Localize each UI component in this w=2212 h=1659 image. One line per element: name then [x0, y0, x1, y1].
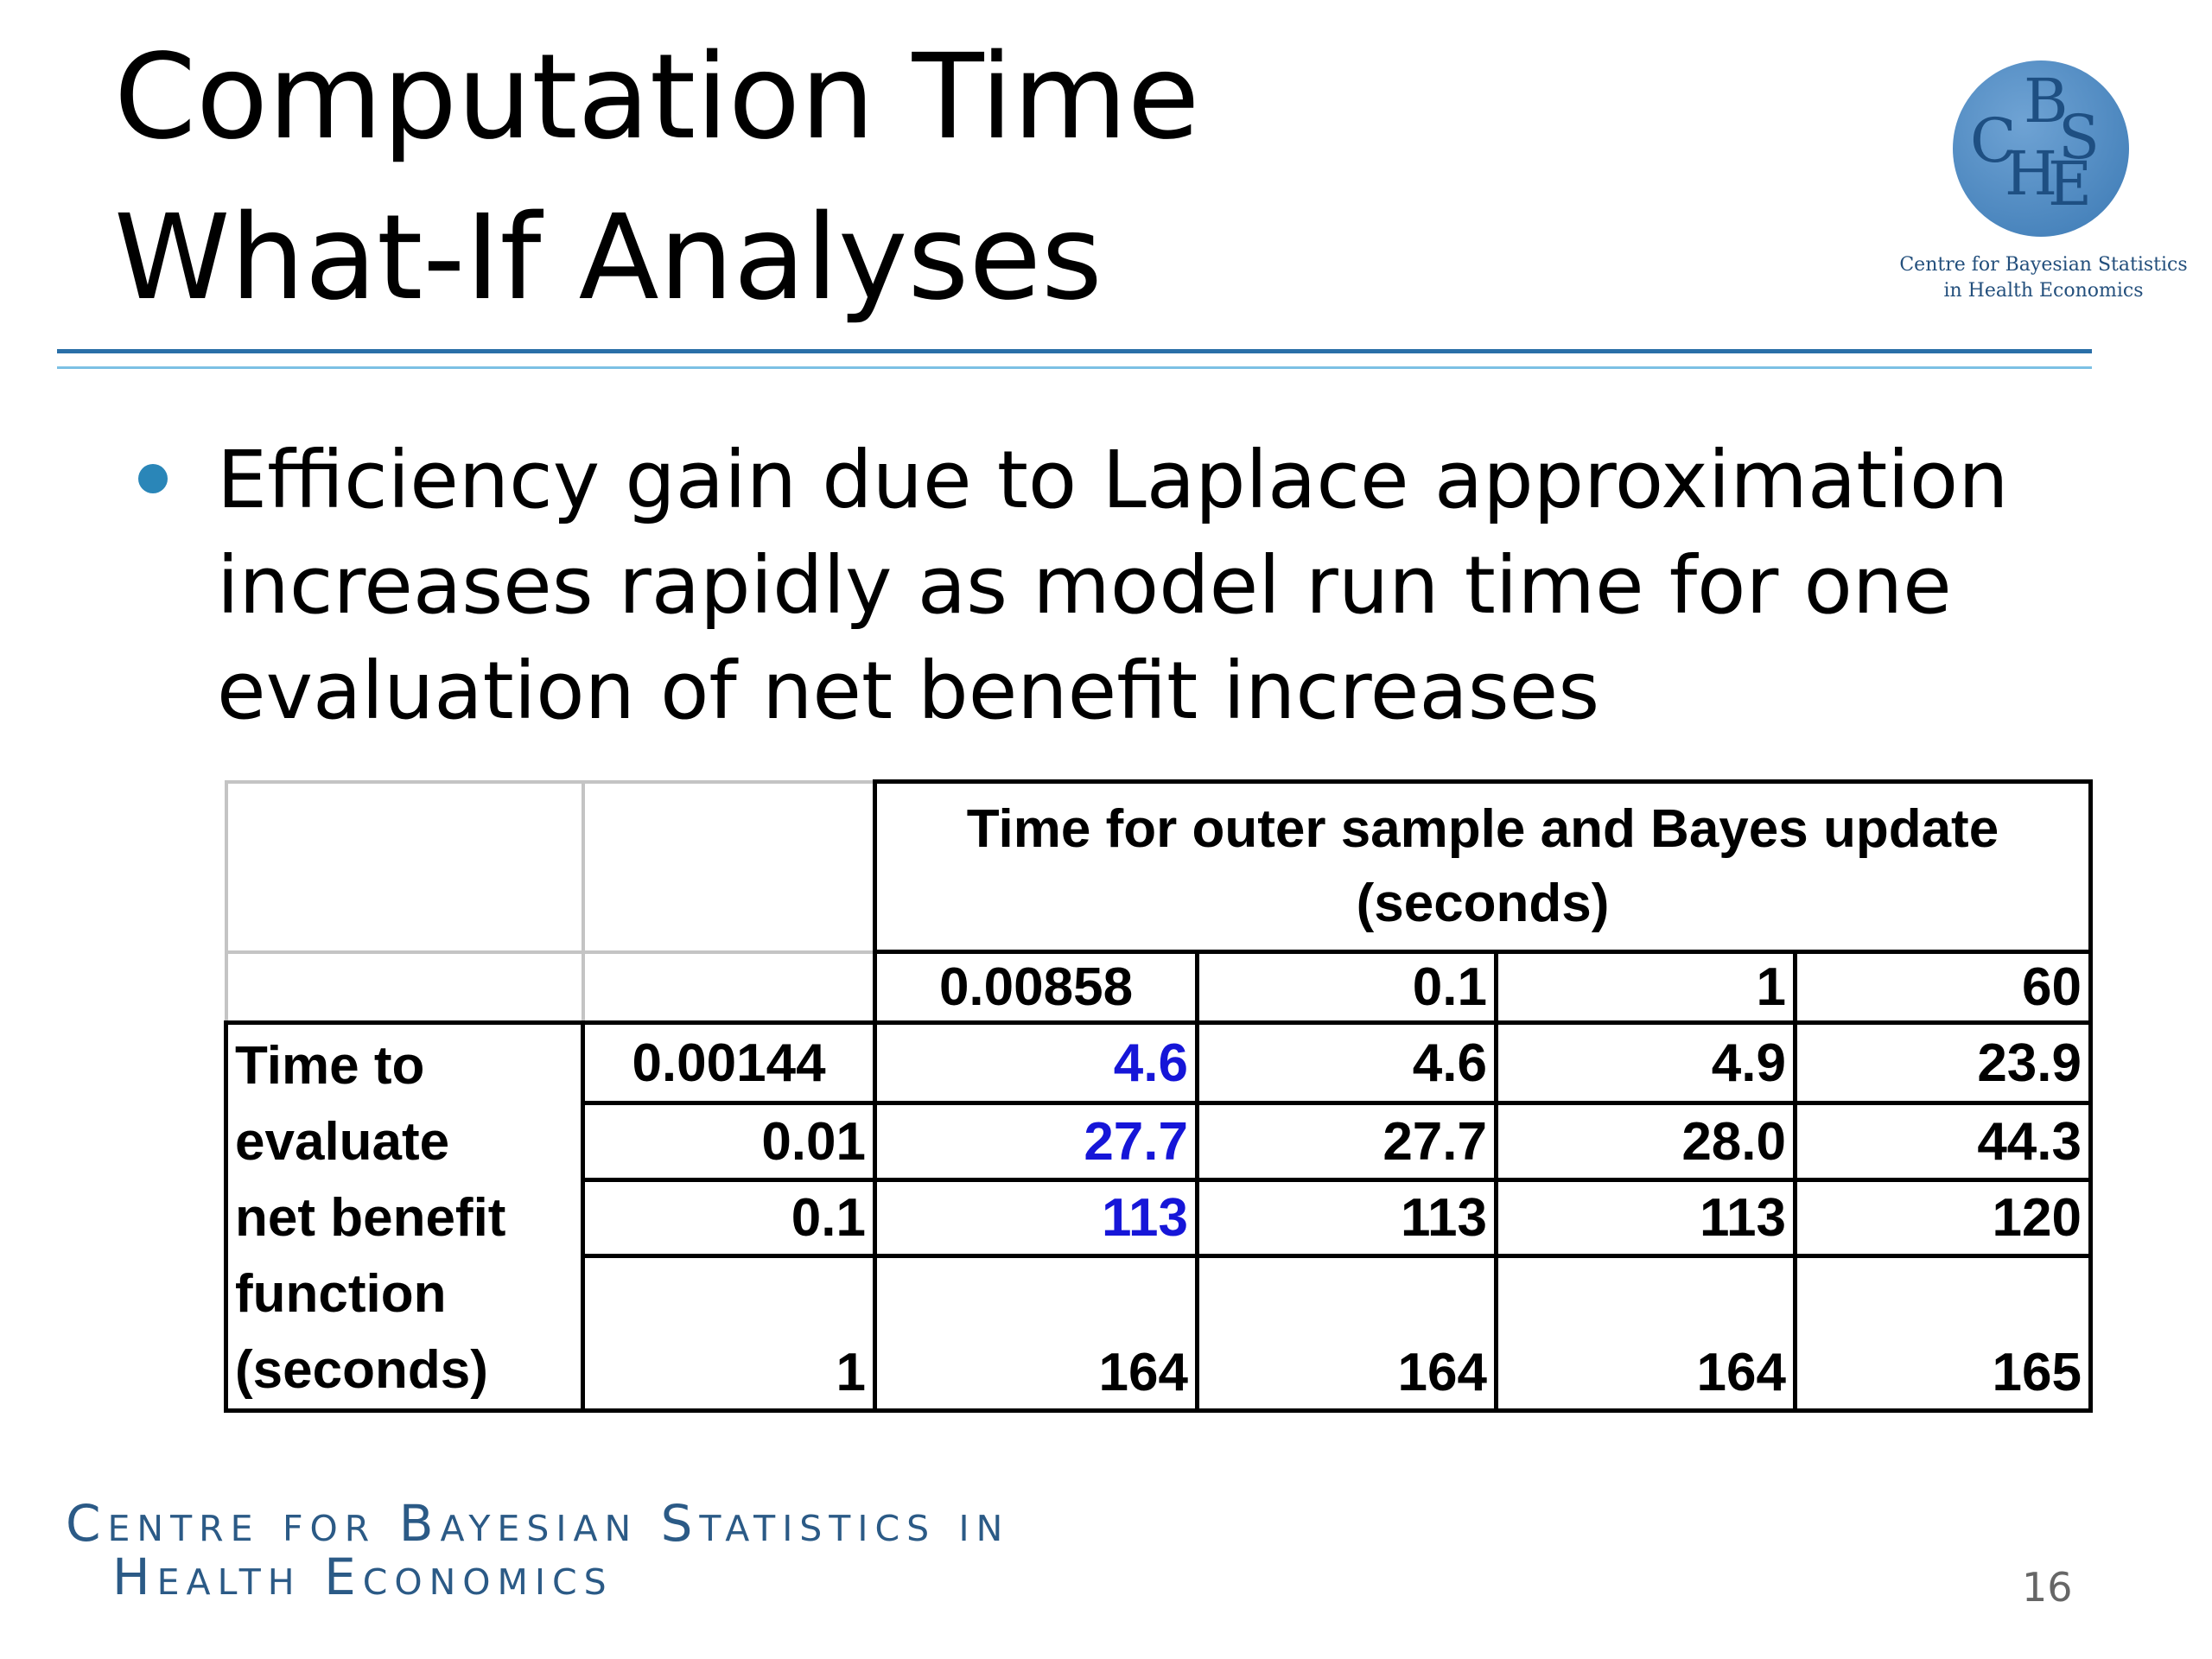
empty-cell [581, 950, 877, 1025]
table-cell: 164 [873, 1253, 1199, 1414]
empty-cell [224, 950, 585, 1025]
cell-line: function [235, 1264, 447, 1324]
logo-caption-line: in Health Economics [1943, 280, 2144, 302]
title: Computation Time What-If Analyses [114, 17, 1199, 339]
table-cell: 113 [873, 1178, 1199, 1258]
footer-line: Health Economics [112, 1548, 613, 1606]
table-row: 0.00858 0.1 1 60 [224, 950, 2093, 1025]
logo: C B H S E [1953, 60, 2129, 237]
table-cell: 113 [1195, 1178, 1498, 1258]
title-line: Computation Time [114, 29, 1200, 166]
column-label: 60 [1793, 950, 2093, 1025]
table-cell: 165 [1793, 1253, 2093, 1414]
table-cell: 44.3 [1793, 1101, 2093, 1183]
empty-cell [224, 779, 585, 954]
footer-line: Centre for Bayesian Statistics in [66, 1494, 1010, 1553]
table-cell: 4.9 [1494, 1020, 1797, 1106]
table-cell: 27.7 [873, 1101, 1199, 1183]
cell-line: Time to [235, 1036, 425, 1096]
data-table: Time for outer sample and Bayes update (s… [224, 779, 2093, 1414]
logo-letter: E [2048, 149, 2093, 219]
table-cell: 113 [1494, 1178, 1797, 1258]
table-cell: 164 [1195, 1253, 1498, 1414]
column-header: Time for outer sample and Bayes update (s… [873, 779, 2093, 954]
logo-caption: Centre for Bayesian Statistics in Health… [1884, 252, 2203, 304]
cell-line: evaluate [235, 1112, 450, 1172]
table-row: Time for outer sample and Bayes update (s… [224, 779, 2093, 954]
table-cell: 27.7 [1195, 1101, 1498, 1183]
cell-line: Time for outer sample and Bayes update [966, 799, 1999, 859]
table-row: 0.01 27.7 27.7 28.0 44.3 [226, 1101, 2093, 1183]
bullet-text: Efficiency gain due to Laplace approxima… [217, 428, 2009, 744]
table-row: Time to evaluate net benefit function (secon… [224, 1020, 2093, 1413]
logo-letter: B [2024, 66, 2069, 137]
table-cell: 120 [1793, 1178, 2093, 1258]
title-line: What-If Analyses [114, 190, 1103, 327]
table-cell: 4.6 [1195, 1020, 1498, 1106]
table-row: 1 164 164 164 165 [226, 1253, 2093, 1414]
table-cell: 164 [1494, 1253, 1797, 1414]
column-label: 0.00858 [873, 950, 1199, 1025]
cell-line: net benefit [235, 1188, 506, 1248]
row-label: 0.01 [581, 1101, 877, 1183]
column-label: 0.1 [1195, 950, 1498, 1025]
bullet-line: increases rapidly as model run time for … [217, 539, 1952, 632]
row-header: Time to evaluate net benefit function (secon… [224, 1020, 585, 1413]
cell-line: (seconds) [1356, 874, 1610, 933]
row-label: 1 [581, 1253, 877, 1414]
cell-line: (seconds) [235, 1340, 488, 1400]
table-cell: 28.0 [1494, 1101, 1797, 1183]
footer-org: Centre for Bayesian Statistics in Health… [66, 1497, 1009, 1604]
bullet-line: Efficiency gain due to Laplace approxima… [217, 434, 2009, 526]
page-number: 16 [2022, 1564, 2073, 1611]
bullet-line: evaluation of net benefit increases [217, 645, 1600, 737]
table-cell: 23.9 [1793, 1020, 2093, 1106]
row-label: 0.00144 [581, 1020, 877, 1106]
empty-cell [581, 779, 877, 954]
column-label: 1 [1494, 950, 1797, 1025]
logo-letter: S [2058, 102, 2100, 173]
logo-letter: H [2005, 138, 2058, 209]
bullet-dot [138, 464, 168, 493]
row-label: 0.1 [581, 1178, 877, 1258]
rule [57, 366, 2092, 369]
table-cell: 4.6 [873, 1020, 1199, 1106]
table-row: 0.1 113 113 113 120 [226, 1178, 2093, 1258]
rule [57, 349, 2092, 353]
logo-caption-line: Centre for Bayesian Statistics [1899, 254, 2188, 276]
logo-letter: C [1970, 105, 2017, 176]
